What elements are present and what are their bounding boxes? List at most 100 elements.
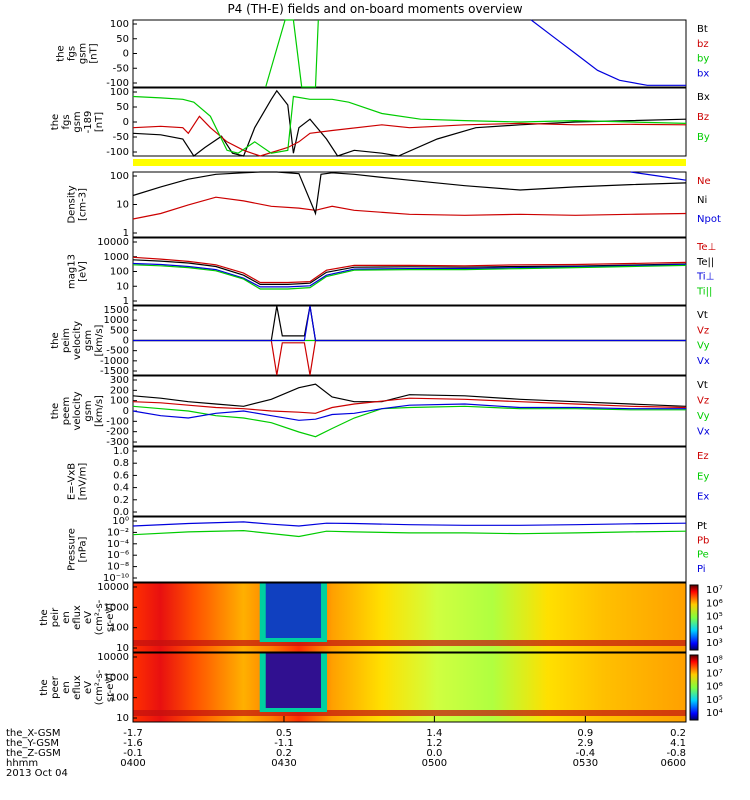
xaxis-value: -0.1 <box>123 748 143 759</box>
peer-cbar-tick: 10⁶ <box>706 682 723 693</box>
xaxis-row-label: the_X-GSM <box>6 728 60 739</box>
xaxis-value: 0430 <box>271 758 296 769</box>
peim-series-Vx <box>133 305 686 342</box>
temp-legend-Ti⊥: Ti⊥ <box>696 272 714 283</box>
xaxis-value: -0.8 <box>666 748 686 759</box>
peer-spectrogram <box>133 653 686 722</box>
temp-series-Ti|| <box>132 264 687 290</box>
peem-ylabel: the <box>50 403 61 419</box>
pressure-series-Pe <box>132 529 687 538</box>
fgs-frame <box>132 19 687 88</box>
fgs-ylabel: the <box>56 45 67 61</box>
peim-ytick: 1500 <box>104 305 129 316</box>
temp-series-Te⊥ <box>132 256 687 284</box>
peem-ytick: -200 <box>106 427 129 438</box>
peir-ytick: 100 <box>110 623 129 634</box>
pressure-ylabel: Pressure <box>67 528 78 571</box>
fgs2-series-Bz <box>132 115 687 157</box>
yellow-bar <box>133 159 686 166</box>
peem-legend-Vz: Vz <box>697 396 709 407</box>
peem-ylabel: gsm <box>83 400 94 421</box>
pressure-ytick: 10⁻¹⁰ <box>103 573 129 584</box>
exb-ytick: 0.8 <box>113 458 129 469</box>
peim-ylabel: [km/s] <box>94 324 105 356</box>
pressure-frame <box>132 516 687 583</box>
density-frame <box>132 171 687 238</box>
fgs-ylabel: fgs <box>67 46 78 61</box>
xaxis-row-label: 2013 Oct 04 <box>6 768 68 779</box>
temp-ylabel: [eV] <box>78 261 89 282</box>
fgs-ylabel: [nT] <box>89 43 100 63</box>
xaxis-value: 0.2 <box>670 728 686 739</box>
density-legend-Ne: Ne <box>697 176 711 187</box>
peem-ylabel: [km/s] <box>94 395 105 427</box>
peer-ylabel: (cm²-s- <box>94 669 105 705</box>
fgs-series-bx <box>530 19 686 86</box>
exb-legend-Ex: Ex <box>697 492 709 503</box>
peer-ytick: 10 <box>116 713 129 724</box>
peir-cbar-tick: 10⁴ <box>706 625 723 636</box>
peer-frame <box>132 652 687 723</box>
exb-legend-Ez: Ez <box>697 451 709 462</box>
peer-ylabel: the <box>39 679 50 695</box>
temp-legend-Ti||: Ti|| <box>696 286 712 297</box>
peer-ylabel: sr-eV) <box>105 673 116 702</box>
peim-legend-Vz: Vz <box>697 325 709 336</box>
xaxis-value: -0.4 <box>576 748 596 759</box>
fgs2-ylabel: gsm <box>72 111 83 132</box>
peer-ytick: 10000 <box>97 652 129 663</box>
temp-ytick: 10 <box>116 281 129 292</box>
peir-colorbar <box>689 584 699 651</box>
exb-ytick: 0.6 <box>113 470 129 481</box>
exb-legend-Ey: Ey <box>697 471 709 482</box>
peer-ylabel: peer <box>50 675 61 699</box>
peer-ylabel: en <box>61 681 72 694</box>
peem-series-Vx <box>132 403 686 421</box>
peim-series-Vz <box>133 339 686 376</box>
peir-cbar-tick: 10⁵ <box>706 612 723 623</box>
density-ytick: 100 <box>110 171 129 182</box>
temp-series-Te|| <box>132 259 687 285</box>
temp-ytick: 100 <box>110 267 129 278</box>
peem-ytick: 200 <box>110 385 129 396</box>
exb-ytick: 0.4 <box>113 483 129 494</box>
exb-ytick: 0.2 <box>113 495 129 506</box>
temp-ytick: 10000 <box>97 237 129 248</box>
pressure-ytick: 10⁻⁴ <box>107 539 129 550</box>
peem-legend-Vy: Vy <box>697 411 710 422</box>
fgs2-ylabel: [nT] <box>94 112 105 132</box>
peim-legend-Vx: Vx <box>697 356 710 367</box>
figure-title: P4 (TH-E) fields and on-board moments ov… <box>227 2 523 16</box>
peim-ytick: -1000 <box>100 356 129 367</box>
peim-ylabel: velocity <box>72 321 83 360</box>
peem-ylabel: peem <box>61 397 72 425</box>
peim-ytick: -500 <box>106 346 129 357</box>
peim-ytick: 500 <box>110 325 129 336</box>
peim-ytick: 1000 <box>104 315 129 326</box>
peim-ytick: -1500 <box>100 366 129 377</box>
fgs-ytick: 100 <box>110 19 129 30</box>
fgs-ylabel: gsm <box>78 43 89 64</box>
fgs2-legend-By: By <box>697 132 710 143</box>
fgs-ytick: -100 <box>106 78 129 89</box>
fgs2-ylabel: fgs <box>61 114 72 129</box>
peer-ytick: 1000 <box>104 672 129 683</box>
peir-frame <box>132 582 687 653</box>
pressure-ytick: 10⁻² <box>107 527 129 538</box>
peir-ylabel: en <box>61 611 72 624</box>
xaxis-value: 1.2 <box>426 738 442 749</box>
fgs-ytick: 0 <box>123 49 129 60</box>
peir-ylabel: sr-eV) <box>105 603 116 632</box>
peir-ylabel: eV <box>83 611 94 624</box>
peim-ylabel: the <box>50 332 61 348</box>
density-legend-Npot: Npot <box>697 214 721 225</box>
density-ylabel: Density <box>67 185 78 223</box>
fgs-ytick: -50 <box>113 63 129 74</box>
xaxis-value: 0.9 <box>577 728 593 739</box>
xaxis-value: 0.5 <box>276 728 292 739</box>
fgs2-ylabel: -189 <box>83 111 94 134</box>
peem-legend-Vt: Vt <box>697 380 708 391</box>
xaxis-value: 0600 <box>661 758 686 769</box>
exb-ytick: 0.0 <box>113 507 129 518</box>
